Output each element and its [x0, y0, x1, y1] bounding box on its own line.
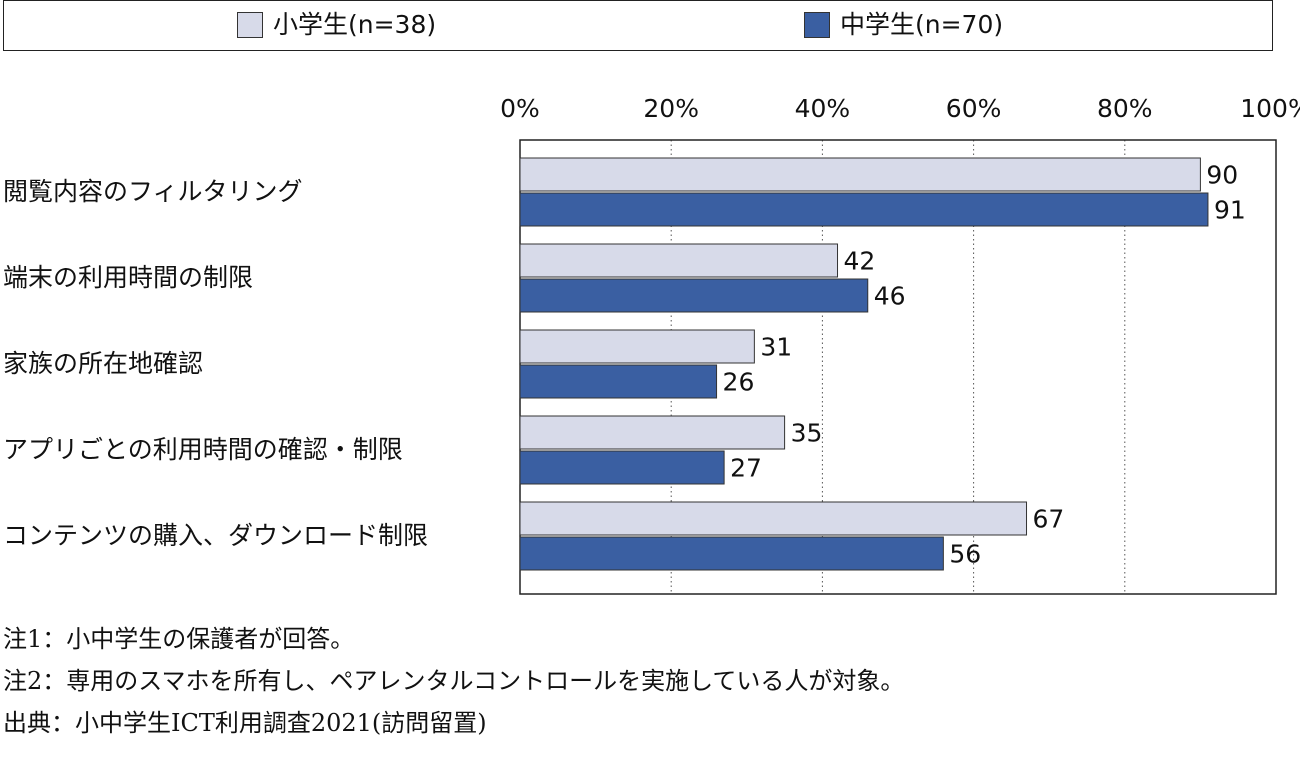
data-label: 46	[874, 282, 906, 311]
source-note: 出典：小中学生ICT利用調査2021(訪問留置)	[3, 709, 487, 737]
data-label: 91	[1214, 196, 1246, 225]
legend-item-junior-high: 中学生(n=70)	[804, 10, 1003, 40]
bar	[519, 450, 725, 485]
bar	[519, 243, 839, 278]
x-tick-label: 0%	[500, 94, 540, 123]
category-label: 閲覧内容のフィルタリング	[3, 177, 303, 206]
category-label: 端末の利用時間の制限	[3, 263, 253, 292]
data-label: 27	[730, 454, 762, 483]
bar	[519, 364, 718, 399]
category-label: コンテンツの購入、ダウンロード制限	[3, 521, 428, 550]
legend-label-junior-high: 中学生(n=70)	[840, 10, 1004, 39]
x-tick-label: 100%	[1240, 94, 1300, 123]
legend-swatch-elementary	[237, 12, 263, 38]
notes: 注1：小中学生の保護者が回答。 注2：専用のスマホを所有し、ペアレンタルコントロ…	[3, 618, 904, 744]
legend: 小学生(n=38) 中学生(n=70)	[3, 0, 1273, 51]
bar	[519, 536, 944, 571]
bar-chart: 0% 20% 40% 60% 80% 100% 閲覧内容のフィルタリング端末の利用時間の制限…	[3, 94, 1300, 595]
x-tick-label: 80%	[1097, 94, 1153, 123]
category-label: 家族の所在地確認	[3, 349, 203, 378]
bar	[519, 415, 786, 450]
legend-swatch-junior-high	[804, 12, 830, 38]
x-tick-label: 40%	[795, 94, 851, 123]
note-2: 注2：専用のスマホを所有し、ペアレンタルコントロールを実施している人が対象。	[3, 667, 905, 695]
data-label: 90	[1206, 161, 1238, 190]
data-label: 42	[844, 247, 876, 276]
note-1: 注1：小中学生の保護者が回答。	[3, 625, 355, 653]
data-label: 35	[791, 419, 823, 448]
category-label: アプリごとの利用時間の確認・制限	[3, 435, 403, 464]
data-label: 67	[1033, 505, 1065, 534]
data-label: 31	[760, 333, 792, 362]
legend-label-elementary: 小学生(n=38)	[273, 10, 437, 39]
legend-item-elementary: 小学生(n=38)	[237, 10, 436, 40]
x-tick-label: 60%	[946, 94, 1002, 123]
bar	[519, 501, 1028, 536]
bar	[519, 157, 1201, 192]
bar	[519, 278, 869, 313]
data-label: 56	[949, 540, 981, 569]
x-tick-label: 20%	[643, 94, 699, 123]
data-label: 26	[723, 368, 755, 397]
bar	[519, 329, 755, 364]
bar	[519, 192, 1209, 227]
